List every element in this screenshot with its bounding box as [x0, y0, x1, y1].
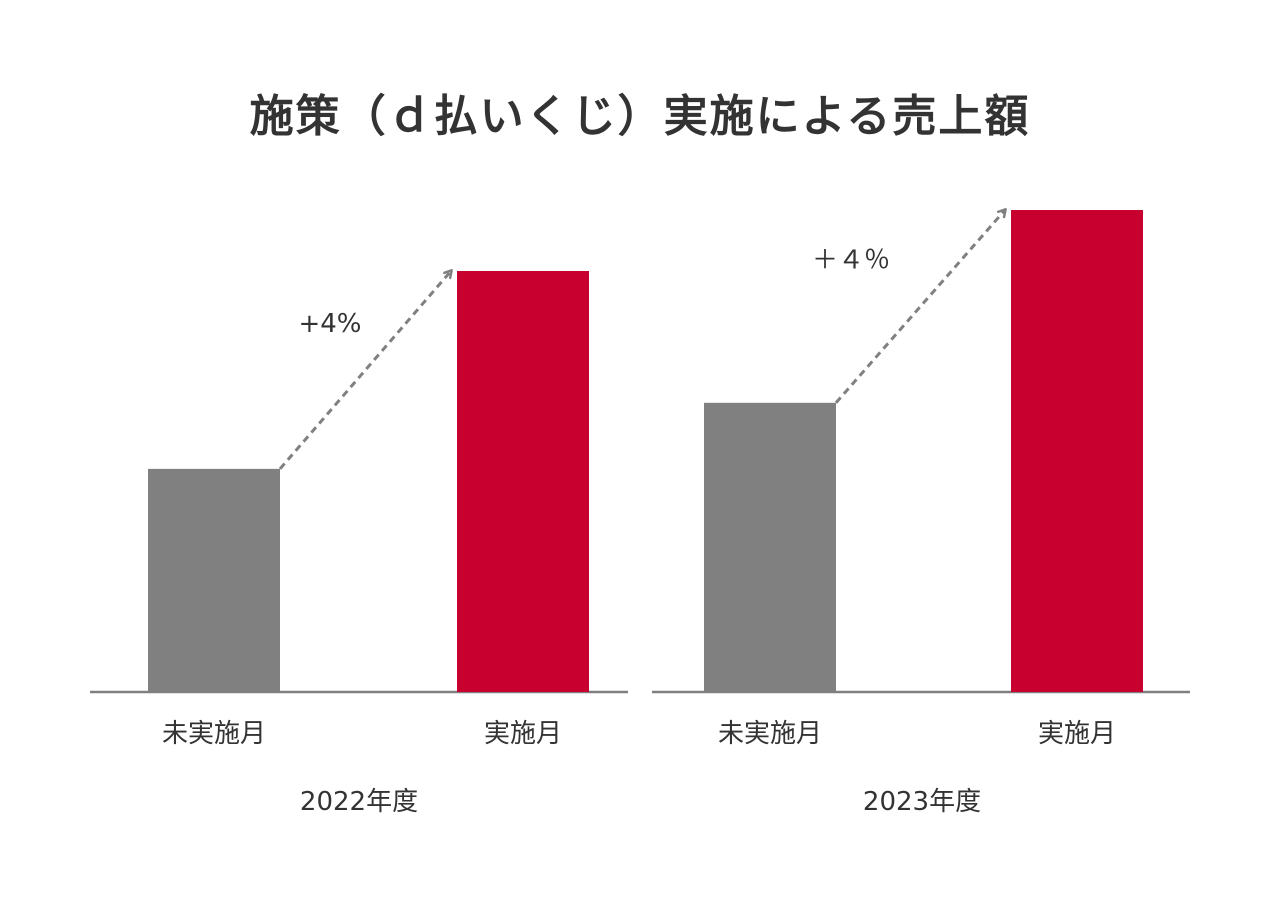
bar-baseline-month — [148, 468, 280, 692]
category-label: 実施月 — [484, 719, 562, 749]
bar-campaign-month — [1011, 210, 1143, 692]
category-label: 未実施月 — [162, 719, 266, 749]
group-label: 2022年度 — [300, 787, 418, 817]
group-label: 2023年度 — [863, 787, 981, 817]
category-label: 未実施月 — [718, 719, 822, 749]
growth-arrow — [834, 210, 1005, 404]
growth-arrow — [278, 271, 451, 470]
category-label: 実施月 — [1038, 719, 1116, 749]
chart-title: 施策（ｄ払いくじ）実施による売上額 — [249, 91, 1031, 142]
growth-annotation: ＋４％ — [812, 245, 890, 275]
growth-annotation: +4% — [298, 309, 361, 339]
bar-campaign-month — [457, 271, 589, 692]
bar-baseline-month — [704, 402, 836, 692]
